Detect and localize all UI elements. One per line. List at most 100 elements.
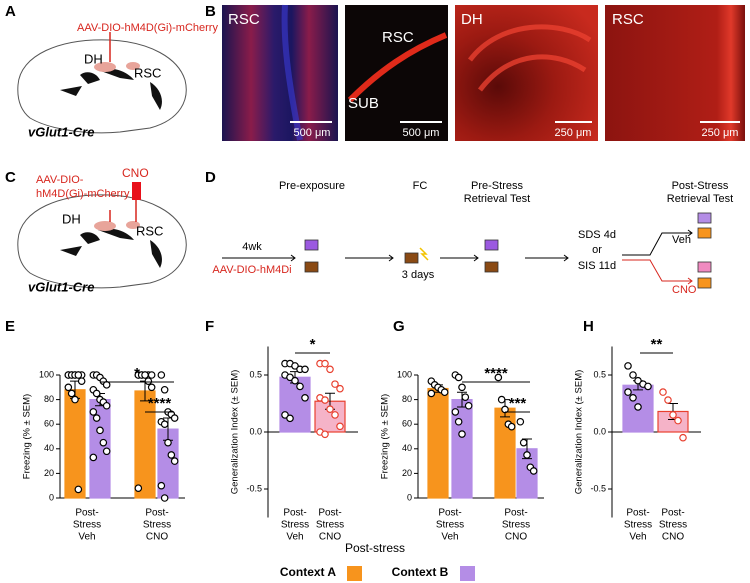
context-cubes (304, 212, 712, 289)
mouse-line: vGlut1-Cre (28, 124, 94, 139)
shared-x-label: Post-stress (345, 541, 405, 555)
data-point (89, 453, 98, 462)
data-point (674, 416, 682, 425)
data-point (170, 414, 179, 422)
virus-label: AAV-DIO-hM4Di (212, 264, 291, 276)
panel-letter: D (205, 169, 216, 186)
y-tick-label: 0.0 (593, 426, 606, 436)
data-point (281, 411, 289, 419)
data-point (624, 388, 632, 396)
data-point (497, 395, 506, 404)
micrograph (345, 5, 448, 141)
stage-label: Retrieval Test (464, 193, 530, 205)
region-label: DH (84, 51, 103, 66)
data-point (164, 438, 172, 447)
x-tick-label: Post- (626, 508, 649, 519)
data-point (291, 362, 299, 370)
data-point (461, 393, 470, 401)
micrograph-detail (281, 4, 303, 141)
stage-label: Retrieval Test (667, 193, 733, 205)
data-point (331, 380, 339, 388)
x-tick-label: Stress (143, 520, 171, 531)
micrograph (222, 5, 338, 141)
group-label: Veh (672, 234, 691, 246)
y-axis-label: Generalization Index (± SEM) (230, 370, 241, 495)
bar-chart: -0.5 0.0 0.5 Generalization Index (± SEM) Po… (574, 336, 701, 543)
y-tick-label: -0.5 (246, 483, 262, 493)
image-label: DH (461, 11, 483, 28)
data-point (454, 417, 463, 426)
data-point (523, 451, 531, 459)
data-point (659, 388, 667, 396)
stress-label: or (592, 244, 602, 256)
data-point (301, 365, 309, 374)
x-tick-label: Post- (283, 508, 306, 519)
data-point (301, 393, 309, 402)
x-tick-label: CNO (505, 532, 527, 543)
x-tick-label: CNO (146, 532, 168, 543)
data-point (77, 377, 86, 385)
x-tick-label: Veh (78, 532, 95, 543)
data-point (321, 359, 329, 368)
bar (427, 387, 449, 499)
data-point (326, 405, 334, 414)
data-point (102, 401, 111, 410)
legend-label: Context A (280, 565, 337, 579)
panel-letter: B (205, 3, 216, 20)
group-label: CNO (672, 284, 697, 296)
y-tick-label: 0.5 (593, 369, 606, 379)
panel-letters: A B C D E F G H (5, 3, 594, 335)
stress-label: SIS 11d (578, 260, 616, 272)
brain-outline (17, 194, 187, 289)
scale-label: 250 μm (702, 127, 739, 139)
stress-label: SDS 4d (578, 229, 616, 241)
data-point (286, 373, 294, 382)
image-label: RSC (228, 11, 260, 28)
legend-label: Context B (392, 565, 449, 579)
significance-label: **** (484, 365, 508, 382)
data-point (519, 438, 528, 447)
significance-label: *** (509, 395, 527, 412)
significance-label: **** (148, 395, 172, 412)
panel-letter: G (393, 318, 405, 335)
data-point (160, 494, 169, 502)
data-point (170, 457, 179, 465)
panel-letter: F (205, 318, 214, 335)
data-point (64, 383, 73, 392)
delay-label: 4wk (242, 241, 262, 253)
data-point (679, 433, 687, 442)
brain-structures (60, 68, 162, 110)
bar (64, 389, 86, 499)
x-tick-label: Post- (75, 508, 98, 519)
stage-label: Pre-Stress (471, 180, 523, 192)
y-tick-label: 20 (44, 468, 54, 478)
y-tick-label: -0.5 (590, 483, 606, 493)
panel-letter: C (5, 169, 16, 186)
data-point (92, 414, 101, 422)
y-tick-label: 20 (402, 468, 412, 478)
data-point (440, 388, 449, 397)
brain-structures (60, 228, 162, 268)
y-tick-label: 40 (44, 443, 54, 453)
x-tick-label: Post- (318, 508, 341, 519)
data-point (501, 405, 509, 414)
y-axis-label: Freezing (% ± SEM) (22, 394, 33, 479)
panel-b: RSC 500 μm RSC SUB 500 μm DH 250 μm RSC … (222, 4, 745, 141)
injection-site (126, 221, 140, 229)
significance-label: * (310, 336, 316, 353)
data-point (634, 376, 642, 385)
y-tick-label: 80 (402, 394, 412, 404)
region-label: RSC (136, 223, 163, 238)
data-point (291, 376, 299, 385)
panel-letter: A (5, 3, 16, 20)
image-label: SUB (348, 95, 379, 112)
data-point (157, 481, 166, 490)
x-tick-label: Stress (624, 520, 652, 531)
data-point (102, 381, 111, 389)
x-tick-label: Veh (286, 532, 303, 543)
virus-label: AAV-DIO- (36, 174, 84, 186)
x-tick-label: CNO (319, 532, 341, 543)
